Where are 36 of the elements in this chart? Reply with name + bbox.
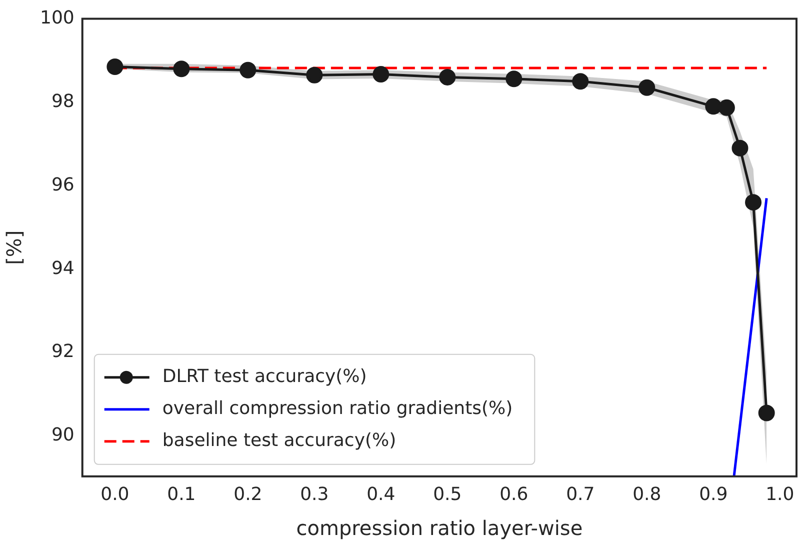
x-tick-label: 0.3: [300, 484, 329, 505]
x-tick-label: 0.9: [699, 484, 728, 505]
point: [758, 404, 775, 422]
x-tick-label: 0.6: [500, 484, 528, 505]
point: [240, 62, 256, 78]
x-tick-label: 0.7: [566, 484, 595, 505]
legend-label: DLRT test accuracy(%): [162, 366, 367, 388]
point: [732, 140, 748, 156]
legend-label: baseline test accuracy(%): [162, 430, 396, 452]
y-tick-label: 96: [51, 174, 74, 196]
x-tick-label: 0.0: [100, 484, 130, 505]
point: [638, 79, 656, 96]
x-tick-label: 0.4: [366, 484, 396, 505]
x-axis-title: compression ratio layer-wise: [296, 516, 583, 540]
x-tick-label: 1.0: [766, 484, 794, 505]
point: [106, 58, 124, 76]
point: [372, 66, 390, 83]
x-tick-label: 0.5: [433, 484, 462, 505]
y-tick-label: 90: [51, 424, 74, 446]
point: [506, 70, 522, 88]
x-tick-label: 0.1: [167, 484, 196, 505]
point: [439, 68, 456, 86]
y-tick-label: 94: [51, 258, 74, 279]
y-axis-title: [%]: [2, 230, 26, 265]
x-tick-label: 0.2: [234, 484, 262, 505]
y-tick-label: 98: [51, 90, 74, 112]
point: [306, 66, 323, 84]
x-tick-label: 0.8: [632, 484, 662, 505]
y-tick-label: 92: [51, 341, 74, 362]
point: [572, 73, 589, 90]
point: [705, 98, 722, 115]
y-tick-label: 100: [40, 7, 74, 28]
point: [718, 99, 735, 116]
legend-label: overall compression ratio gradients(%): [162, 398, 513, 420]
point: [745, 194, 762, 211]
point: [173, 60, 190, 78]
